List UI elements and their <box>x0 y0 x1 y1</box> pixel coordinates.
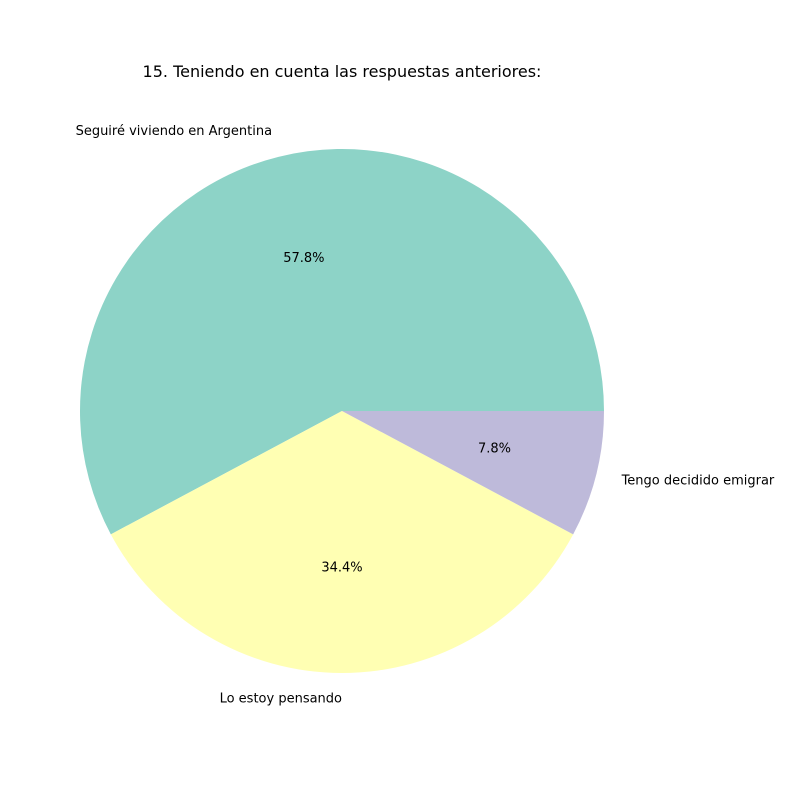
pie-slices <box>80 149 605 673</box>
slice-percent-seguire-viviendo-en-argentina: 57.8% <box>283 251 324 266</box>
pie-slice-seguire-viviendo-en-argentina <box>80 149 605 535</box>
slice-percent-tengo-decidido-emigrar: 7.8% <box>478 442 511 457</box>
chart-title: 15. Teniendo en cuenta las respuestas an… <box>143 62 542 81</box>
pie-labels: Seguiré viviendo en Argentina 57.8% Lo est… <box>76 124 775 707</box>
pie-slice-tengo-decidido-emigrar <box>342 411 604 535</box>
slice-label-seguire-viviendo-en-argentina: Seguiré viviendo en Argentina <box>76 124 273 139</box>
slice-percent-lo-estoy-pensando: 34.4% <box>321 561 362 576</box>
slice-label-tengo-decidido-emigrar: Tengo decidido emigrar <box>621 473 775 488</box>
slice-label-lo-estoy-pensando: Lo estoy pensando <box>220 692 342 707</box>
pie-slice-lo-estoy-pensando <box>110 411 574 673</box>
